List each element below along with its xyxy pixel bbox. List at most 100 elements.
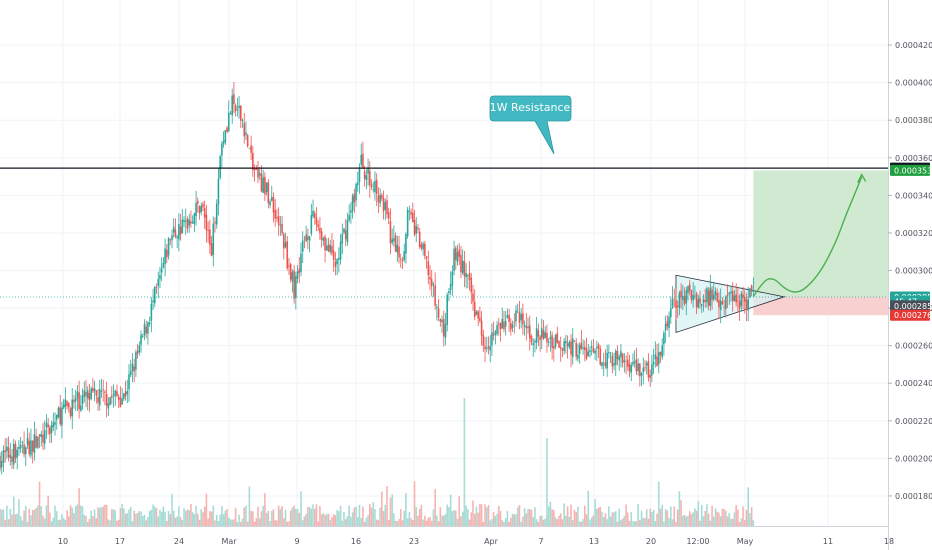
stop-zone[interactable] bbox=[753, 297, 932, 316]
candle-body bbox=[460, 254, 462, 273]
volume-bar bbox=[571, 519, 574, 526]
volume-bar bbox=[379, 507, 381, 526]
candle-body bbox=[506, 314, 509, 319]
candle-body bbox=[90, 388, 92, 399]
volume-bar bbox=[313, 508, 316, 526]
candle-body bbox=[439, 318, 442, 322]
volume-bar bbox=[57, 520, 60, 526]
volume-bar bbox=[334, 515, 337, 526]
volume-bar bbox=[613, 511, 615, 526]
candle-body bbox=[479, 317, 481, 321]
volume-bar bbox=[492, 512, 495, 526]
candle-body bbox=[80, 405, 82, 411]
volume-bar bbox=[202, 512, 204, 526]
volume-bar bbox=[0, 509, 3, 526]
candle-body bbox=[190, 221, 192, 224]
resistance-callout[interactable]: 1W Resistance bbox=[489, 95, 572, 155]
callout-box[interactable] bbox=[489, 95, 572, 155]
volume-bar bbox=[296, 509, 299, 526]
volume-bar bbox=[229, 519, 232, 526]
projection-curve[interactable] bbox=[752, 176, 863, 298]
price-axis-bg bbox=[888, 0, 932, 550]
candle-body bbox=[147, 322, 149, 334]
volume-bar bbox=[639, 520, 641, 526]
volume-bar bbox=[532, 517, 534, 526]
volume-bar bbox=[7, 519, 10, 526]
candle-body bbox=[200, 205, 203, 213]
volume-bar bbox=[516, 507, 519, 526]
candle-body bbox=[675, 300, 677, 308]
candle-body bbox=[580, 342, 583, 349]
volume-bar bbox=[413, 481, 416, 526]
candle-body bbox=[728, 292, 731, 295]
volume-bar bbox=[181, 519, 184, 526]
candle-body bbox=[745, 299, 748, 310]
candle-body bbox=[436, 307, 438, 309]
candle-body bbox=[283, 233, 285, 249]
candle-body bbox=[169, 239, 172, 241]
time-tick-label: Mar bbox=[221, 537, 237, 546]
candle-body bbox=[731, 291, 734, 301]
price-tick-label: 0.0001800 bbox=[895, 492, 932, 501]
volume-bar bbox=[535, 519, 538, 526]
volume-bar bbox=[694, 508, 696, 526]
volume-bar bbox=[699, 520, 701, 526]
volume-bar bbox=[384, 504, 387, 526]
candle-body bbox=[542, 330, 545, 340]
horizontal-lines[interactable] bbox=[0, 167, 888, 298]
price-axis[interactable]: 0.00042000.00040000.00038000.00036000.00… bbox=[888, 0, 932, 550]
candle-body bbox=[286, 241, 289, 269]
volume-bar bbox=[210, 511, 213, 526]
projection-arrowhead bbox=[857, 173, 867, 183]
volume-bar bbox=[664, 509, 667, 526]
time-axis[interactable]: 10 17 24 Mar 9 16 23 Apr 7 13 20 12:00 May 11 18 bbox=[0, 526, 894, 550]
volume-bar bbox=[456, 518, 459, 526]
volume-bar bbox=[460, 516, 462, 526]
candle-body bbox=[714, 290, 717, 296]
volume-bar bbox=[501, 520, 504, 526]
projection-path[interactable] bbox=[752, 173, 867, 298]
volume-bar bbox=[136, 513, 139, 526]
candle-body bbox=[272, 197, 275, 213]
volume-bar bbox=[176, 516, 178, 526]
candle-body bbox=[356, 182, 359, 186]
candle-body bbox=[231, 95, 233, 116]
volume-bar bbox=[93, 509, 96, 526]
volume-bar bbox=[12, 496, 15, 526]
volume-bar bbox=[628, 520, 631, 526]
time-tick-label: 10 bbox=[58, 537, 68, 546]
candle-body bbox=[81, 395, 84, 405]
candle-body bbox=[224, 130, 227, 143]
price-badge bbox=[890, 309, 930, 321]
candle-body bbox=[210, 243, 213, 256]
volume-bar bbox=[477, 512, 479, 526]
volume-bar bbox=[331, 517, 333, 526]
volume-bar bbox=[25, 506, 27, 526]
volume-bar bbox=[498, 505, 500, 526]
candle-body bbox=[152, 300, 154, 303]
volume-bar bbox=[602, 516, 605, 526]
candle-body bbox=[697, 299, 700, 308]
candle-body bbox=[107, 403, 110, 409]
volume-bar bbox=[668, 518, 670, 526]
volume-bar bbox=[730, 518, 732, 526]
volume-bar bbox=[601, 511, 603, 526]
volume-bar bbox=[123, 508, 125, 526]
volume-bar bbox=[654, 520, 657, 526]
volume-bar bbox=[245, 505, 247, 526]
volume-bar bbox=[121, 504, 123, 526]
volume-bar bbox=[322, 513, 325, 526]
candle-body bbox=[258, 172, 261, 176]
volume-bar bbox=[702, 516, 705, 526]
candle-body bbox=[305, 234, 307, 242]
candle-body bbox=[315, 217, 318, 225]
volume-bar bbox=[511, 513, 514, 526]
volume-bar bbox=[682, 515, 684, 526]
volume-bar bbox=[399, 509, 402, 526]
candle-body bbox=[639, 363, 641, 377]
candle-body bbox=[422, 243, 424, 250]
volume-bar bbox=[370, 507, 373, 526]
